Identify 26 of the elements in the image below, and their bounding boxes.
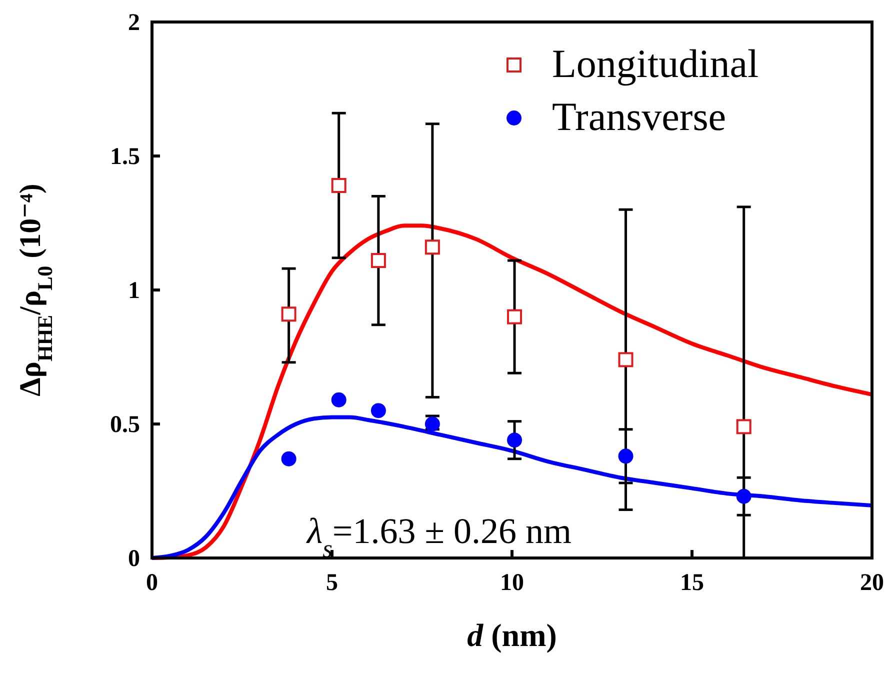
point (507, 309, 522, 324)
point (281, 306, 296, 322)
y-tick-label: 1.5 (110, 144, 140, 170)
x-tick-label: 0 (146, 570, 158, 596)
x-tick-label: 5 (326, 570, 338, 596)
point (507, 432, 522, 448)
x-tick-label: 10 (500, 570, 524, 596)
x-tick-label: 15 (680, 570, 704, 596)
y-tick-label: 1 (128, 278, 140, 304)
point (331, 178, 346, 193)
point (736, 419, 752, 434)
x-tick-label: 20 (860, 570, 884, 596)
point (736, 488, 752, 504)
point (370, 403, 386, 418)
y-tick-label: 0 (128, 546, 140, 572)
legend-label: Transverse (552, 94, 726, 139)
x-axis-title: d (nm) (467, 617, 557, 653)
point (331, 392, 346, 408)
point (618, 352, 634, 368)
legend-label: Longitudinal (552, 41, 759, 86)
y-tick-label: 2 (128, 10, 140, 36)
point (281, 451, 296, 466)
point (370, 253, 386, 268)
point (424, 240, 440, 255)
point (618, 448, 634, 464)
y-tick-label: 0.5 (110, 412, 140, 438)
